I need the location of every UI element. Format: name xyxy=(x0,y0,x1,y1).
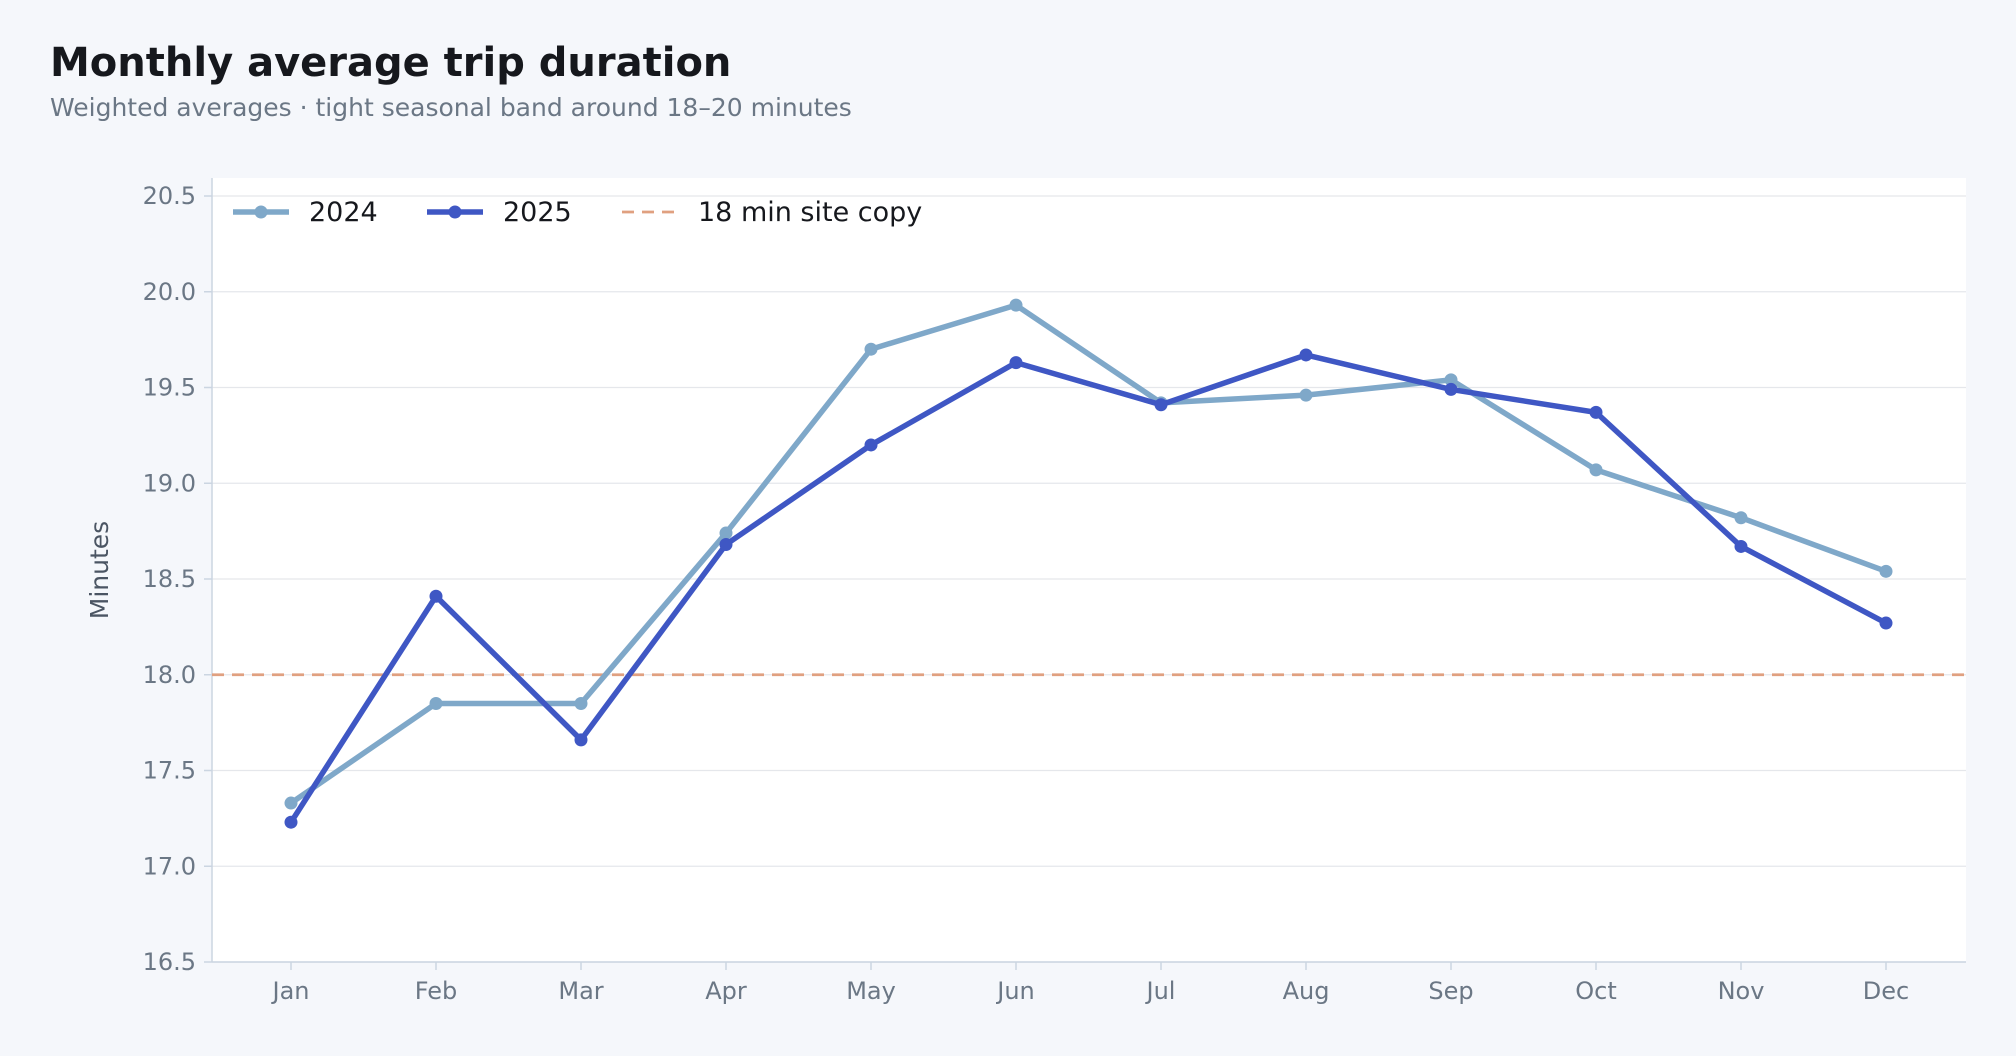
x-tick-label: Jul xyxy=(1145,977,1176,1005)
data-point xyxy=(284,815,298,829)
x-tick-label: Jan xyxy=(271,977,310,1005)
data-point xyxy=(574,733,588,747)
data-point xyxy=(1734,539,1748,553)
data-point xyxy=(1009,356,1023,370)
data-point xyxy=(1299,388,1313,402)
y-tick-label: 18.0 xyxy=(143,661,196,689)
data-point xyxy=(1299,348,1313,362)
data-point xyxy=(864,342,878,356)
y-tick-label: 20.0 xyxy=(143,278,196,306)
y-tick-label: 16.5 xyxy=(143,948,196,976)
y-tick-label: 18.5 xyxy=(143,565,196,593)
y-tick-label: 20.5 xyxy=(143,182,196,210)
y-tick-label: 19.5 xyxy=(143,374,196,402)
data-point xyxy=(1154,398,1168,412)
data-point xyxy=(574,696,588,710)
legend-marker xyxy=(448,205,462,219)
chart-title: Monthly average trip duration xyxy=(50,40,732,86)
legend-label: 2025 xyxy=(503,197,572,228)
series-group xyxy=(284,298,1893,829)
x-tick-label: Apr xyxy=(705,977,747,1005)
data-point xyxy=(1444,382,1458,396)
data-point xyxy=(719,538,733,552)
series-line xyxy=(288,352,1889,825)
legend-marker xyxy=(254,205,268,219)
legend: 2024 2025 18 min site copy xyxy=(233,197,922,228)
x-tick-label: Dec xyxy=(1863,977,1909,1005)
data-point xyxy=(1589,463,1603,477)
data-point xyxy=(1009,298,1023,312)
x-tick-label: Oct xyxy=(1575,977,1617,1005)
x-tick-label: Sep xyxy=(1428,977,1473,1005)
x-tick-label: Jun xyxy=(995,977,1035,1005)
x-tick-label: Nov xyxy=(1718,977,1765,1005)
y-ticks: 16.5 17.0 17.5 18.0 18.5 19.0 19.5 20.0 20.5 xyxy=(143,182,212,976)
legend-item: 2025 xyxy=(427,197,572,228)
data-point xyxy=(429,589,443,603)
y-tick-label: 19.0 xyxy=(143,469,196,497)
x-tick-label: Aug xyxy=(1283,977,1330,1005)
data-point xyxy=(284,796,298,810)
data-point xyxy=(1734,511,1748,525)
legend-item: 2024 xyxy=(233,197,378,228)
legend-label: 2024 xyxy=(309,197,378,228)
data-point xyxy=(864,438,878,452)
x-tick-label: Feb xyxy=(415,977,458,1005)
data-point xyxy=(1879,564,1893,578)
data-point xyxy=(1444,373,1458,387)
series-2025 xyxy=(284,348,1893,829)
data-point xyxy=(1589,405,1603,419)
x-tick-label: Mar xyxy=(558,977,603,1005)
data-point xyxy=(429,696,443,710)
data-point xyxy=(719,526,733,540)
chart-subtitle: Weighted averages · tight seasonal band … xyxy=(50,93,852,122)
x-ticks: Jan Feb Mar Apr May Jun Jul Aug Sep Oct Nov Dec xyxy=(271,962,1909,1005)
data-point xyxy=(1879,616,1893,630)
x-tick-label: May xyxy=(846,977,896,1005)
plot-area xyxy=(212,178,1966,962)
legend-item: 18 min site copy xyxy=(622,197,922,228)
series-line xyxy=(288,302,1889,806)
legend-label: 18 min site copy xyxy=(698,197,922,228)
y-tick-label: 17.5 xyxy=(143,757,196,785)
y-axis-label: Minutes xyxy=(85,521,114,619)
y-tick-label: 17.0 xyxy=(143,852,196,880)
